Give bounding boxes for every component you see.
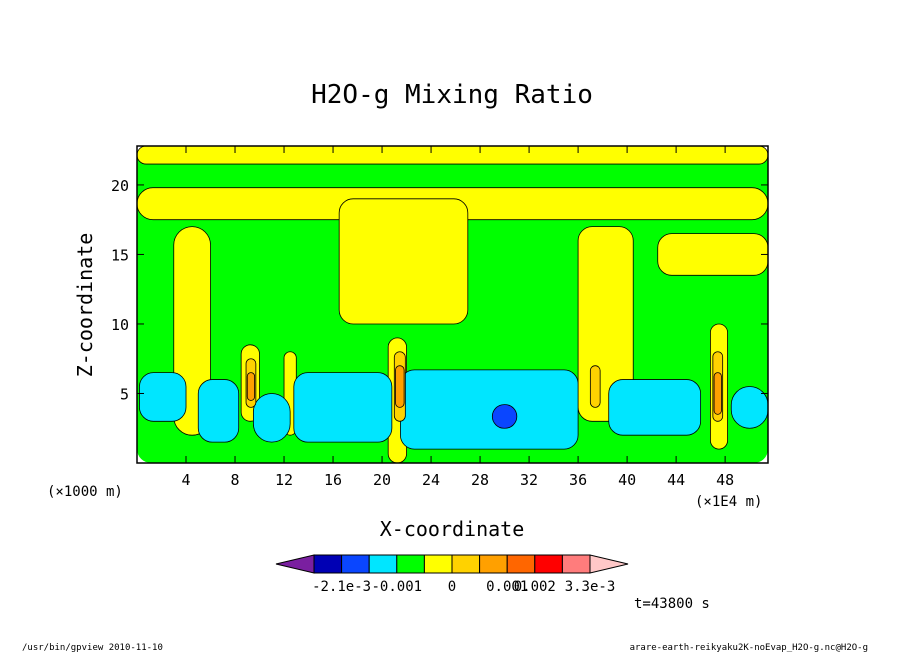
colorbar-label: 3.3e-3 bbox=[565, 579, 616, 595]
x-tick-label: 40 bbox=[618, 471, 636, 489]
x-tick-label: 16 bbox=[324, 471, 342, 489]
colorbar-box bbox=[396, 554, 425, 574]
contour-region-cyan bbox=[608, 379, 702, 436]
footer-left: /usr/bin/gpview 2010-11-10 bbox=[22, 643, 163, 653]
colorbar-min-arrow bbox=[275, 554, 315, 574]
contour-region-orange bbox=[713, 372, 722, 415]
y-tick-label: 10 bbox=[111, 316, 129, 334]
colorbar-box bbox=[506, 554, 536, 574]
contour-region-cyan bbox=[197, 379, 240, 443]
x-tick-label: 24 bbox=[422, 471, 440, 489]
colorbar bbox=[275, 554, 629, 574]
contour-region-blue bbox=[491, 404, 518, 429]
colorbar-box bbox=[341, 554, 370, 574]
contour-region-cyan bbox=[293, 372, 393, 443]
x-tick-label: 20 bbox=[373, 471, 391, 489]
colorbar-label: 0.001 bbox=[486, 579, 528, 595]
contour-region-cyan bbox=[400, 369, 579, 450]
colorbar-label: -2.1e-3 bbox=[312, 579, 371, 595]
x-tick-label: 28 bbox=[471, 471, 489, 489]
contour-region-cyan bbox=[252, 393, 291, 443]
contour-region-orange bbox=[246, 372, 256, 401]
x-tick-label: 8 bbox=[231, 471, 240, 489]
contour-region-yellow bbox=[338, 198, 469, 325]
colorbar-box bbox=[534, 554, 563, 574]
x-tick-label: 44 bbox=[667, 471, 685, 489]
contour-region-orange bbox=[395, 365, 405, 408]
colorbar-box bbox=[561, 554, 591, 574]
contour-field bbox=[137, 146, 768, 463]
colorbar-label: 0.002 bbox=[514, 579, 556, 595]
plot-area bbox=[136, 145, 769, 464]
y-tick-label: 5 bbox=[120, 385, 129, 403]
contour-region-gold bbox=[589, 365, 601, 408]
contour-region-cyan bbox=[139, 372, 187, 422]
colorbar-box bbox=[368, 554, 398, 574]
x-tick-label: 32 bbox=[520, 471, 538, 489]
time-label: t=43800 s bbox=[634, 596, 710, 612]
y-tick-label: 20 bbox=[111, 177, 129, 195]
x-tick-label: 12 bbox=[275, 471, 293, 489]
colorbar-box bbox=[451, 554, 481, 574]
contour-region-yellow bbox=[137, 146, 768, 165]
x-axis-ticks: 4 8 12 16 20 24 28 32 36 40 44 48 bbox=[181, 146, 734, 489]
x-tick-label: 4 bbox=[181, 471, 190, 489]
y-tick-label: 15 bbox=[111, 246, 129, 264]
colorbar-box bbox=[423, 554, 453, 574]
footer-right: arare-earth-reikyaku2K-noEvap_H2O-g.nc@H… bbox=[630, 643, 868, 653]
colorbar-max-arrow bbox=[589, 554, 629, 574]
y-axis-ticks: 5 10 15 20 bbox=[111, 177, 768, 403]
y-axis-label: Z-coordinate bbox=[73, 233, 97, 378]
x-axis-units-right: (×1E4 m) bbox=[695, 494, 762, 510]
colorbar-label: 0 bbox=[448, 579, 456, 595]
colorbar-box bbox=[313, 554, 343, 574]
x-axis-units-left: (×1000 m) bbox=[47, 484, 123, 500]
contour-region-cyan bbox=[730, 386, 768, 429]
x-tick-label: 36 bbox=[569, 471, 587, 489]
x-axis-label: X-coordinate bbox=[380, 517, 525, 541]
x-tick-label: 48 bbox=[716, 471, 734, 489]
chart-title: H2O-g Mixing Ratio bbox=[311, 80, 593, 110]
contour-region-yellow bbox=[657, 233, 768, 276]
colorbar-label: -0.001 bbox=[372, 579, 423, 595]
colorbar-box bbox=[479, 554, 508, 574]
